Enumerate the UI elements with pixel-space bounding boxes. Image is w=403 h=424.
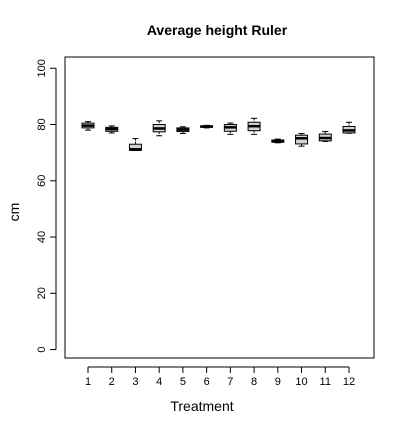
x-tick-label: 1	[85, 376, 91, 388]
x-tick-label: 12	[343, 376, 355, 388]
x-tick-label: 4	[156, 376, 162, 388]
y-tick-label: 80	[36, 118, 48, 130]
plot-frame	[64, 56, 375, 359]
y-tick-label: 100	[36, 59, 48, 77]
x-tick-label: 8	[251, 376, 257, 388]
x-tick-label: 10	[295, 376, 307, 388]
x-tick-label: 9	[275, 376, 281, 388]
y-tick-label: 40	[36, 231, 48, 243]
x-tick-label: 11	[320, 376, 331, 388]
y-tick-label: 20	[36, 287, 48, 299]
x-tick-label: 5	[180, 376, 186, 388]
y-axis-label: cm	[6, 203, 22, 222]
chart-title: Average height Ruler	[147, 22, 288, 38]
y-tick-label: 60	[36, 175, 48, 187]
x-tick-label: 6	[204, 376, 210, 388]
x-axis-label: Treatment	[170, 398, 233, 414]
x-tick-label: 3	[132, 376, 138, 388]
y-tick-label: 0	[36, 346, 48, 352]
x-tick-label: 7	[227, 376, 233, 388]
x-tick-label: 2	[109, 376, 115, 388]
box-iqr	[295, 134, 309, 145]
